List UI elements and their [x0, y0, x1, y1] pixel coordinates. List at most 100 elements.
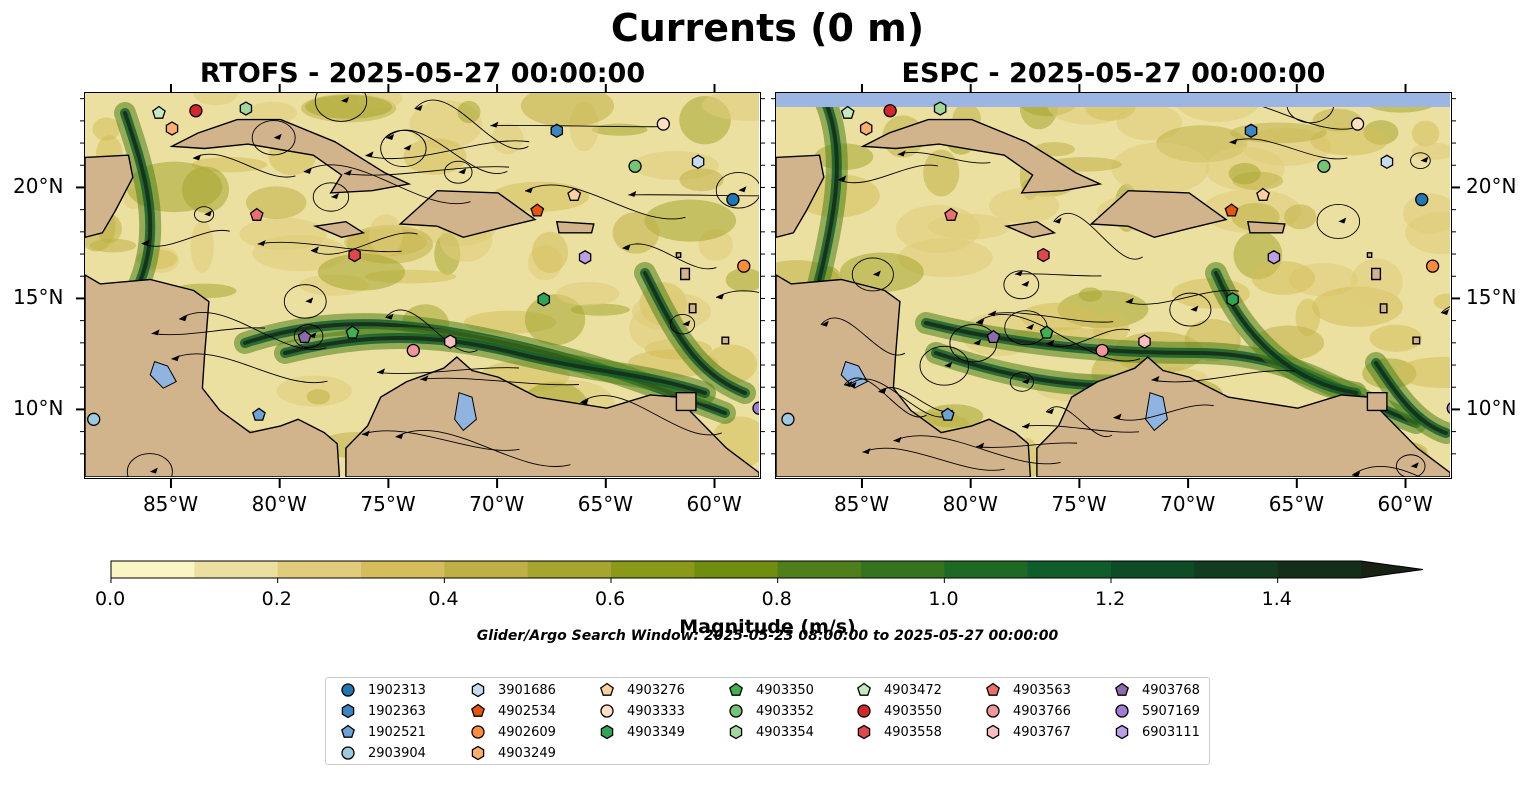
streamlines	[126, 93, 760, 478]
longitude-tick-label: 60°W	[686, 492, 742, 516]
legend-item-1902313: 1902313	[340, 681, 426, 699]
circle-marker-icon	[1115, 704, 1129, 718]
float-marker-4903333	[656, 117, 670, 131]
legend-marker-1902521	[341, 724, 355, 738]
streamlines	[820, 93, 1451, 478]
legend-marker-1902363	[341, 703, 355, 719]
longitude-tick-label: 70°W	[1160, 492, 1216, 516]
colorbar-segment	[1277, 561, 1362, 578]
hexagon-marker-icon	[857, 724, 871, 740]
pentagon-marker-icon	[600, 682, 614, 696]
espc-map-panel[interactable]	[775, 92, 1452, 479]
longitude-tick-label: 65°W	[577, 492, 634, 516]
circle-marker-icon	[341, 683, 355, 697]
espc-current-map	[776, 93, 1451, 478]
hexagon-marker-icon	[986, 724, 1000, 740]
legend-item-1902521: 1902521	[340, 723, 426, 741]
float-marker-5907169	[752, 401, 760, 415]
legend-label: 4903768	[1142, 682, 1200, 698]
float-marker-1902521	[252, 407, 266, 421]
legend-item-4902609: 4902609	[470, 723, 556, 741]
legend-item-4903550: 4903550	[856, 702, 942, 720]
legend-marker-4903354	[729, 724, 743, 740]
legend-label: 4903349	[627, 724, 685, 740]
legend-item-4903354: 4903354	[728, 723, 814, 741]
latitude-tick-label: 15°N	[13, 285, 64, 310]
legend-item-4903767: 4903767	[985, 723, 1071, 741]
float-marker-1902363	[1244, 123, 1258, 138]
legend-label: 2903904	[368, 745, 426, 761]
colorbar-segment	[611, 561, 695, 578]
legend-label: 4902534	[498, 703, 556, 719]
longitude-tick-label: 85°W	[142, 492, 199, 516]
rtofs-map-panel[interactable]	[84, 92, 761, 479]
legend-item-4902534: 4902534	[470, 702, 556, 720]
colorbar-segment	[277, 561, 362, 578]
pentagon-marker-icon	[1115, 682, 1129, 696]
legend-marker-6903111	[1115, 724, 1129, 740]
colorbar-segment	[694, 561, 779, 578]
float-marker-2903904	[87, 412, 101, 426]
legend-label: 4903354	[756, 724, 814, 740]
pentagon-marker-icon	[986, 682, 1000, 696]
float-marker-4903766	[1095, 343, 1109, 358]
float-marker-4903350	[345, 325, 360, 339]
float-marker-4903767	[444, 334, 457, 349]
circle-marker-icon	[341, 746, 355, 760]
colorbar-tick-label: 0.8	[761, 588, 792, 610]
longitude-tick-label: 75°W	[360, 492, 416, 516]
float-marker-4902534	[530, 203, 545, 217]
legend-label: 1902363	[368, 703, 426, 719]
float-marker-4903768	[297, 329, 312, 344]
legend-item-4903472: 4903472	[856, 681, 942, 699]
pentagon-marker-icon	[341, 724, 355, 738]
legend-marker-4903550	[857, 704, 871, 718]
legend-item-4903249: 4903249	[470, 744, 556, 762]
legend-item-5907169: 5907169	[1114, 702, 1200, 720]
float-markers	[87, 101, 760, 426]
colorbar-label: Magnitude (m/s)	[679, 616, 856, 638]
float-marker-4903354	[933, 101, 947, 116]
colorbar-segment	[1027, 561, 1112, 578]
legend-label: 4902609	[498, 724, 556, 740]
legend-marker-2903904	[341, 746, 355, 760]
float-marker-4903352	[628, 159, 642, 173]
pentagon-marker-icon	[729, 682, 743, 696]
legend-marker-4903558	[857, 724, 871, 740]
colorbar-tick-label: 0.4	[428, 588, 459, 610]
float-marker-1902313	[1415, 192, 1429, 207]
longitude-tick-label: 65°W	[1268, 492, 1325, 516]
legend-label: 4903766	[1013, 703, 1071, 719]
legend-marker-4903768	[1115, 682, 1129, 696]
longitude-tick-label: 70°W	[469, 492, 525, 516]
pentagon-marker-icon	[857, 682, 871, 696]
float-marker-4903550	[189, 104, 203, 118]
float-marker-4903550	[883, 104, 897, 118]
float-marker-4903349	[537, 292, 551, 307]
latitude-tick-label: 15°N	[1466, 285, 1517, 310]
legend-label: 4903558	[884, 724, 942, 740]
no-data-band	[776, 93, 1450, 107]
colorbar-segment	[1194, 561, 1279, 578]
float-marker-1902313	[726, 192, 740, 207]
float-marker-4902609	[1425, 259, 1440, 273]
legend-marker-4903563	[986, 682, 1000, 696]
colorbar-tick-label: 1.0	[928, 588, 959, 610]
legend-item-4903768: 4903768	[1114, 681, 1200, 699]
legend-marker-5907169	[1115, 704, 1129, 718]
rtofs-current-map	[85, 93, 760, 478]
float-marker-4903766	[406, 343, 420, 358]
legend-label: 1902313	[368, 682, 426, 698]
float-marker-4903563	[944, 207, 958, 221]
figure-title: Currents (0 m)	[610, 6, 925, 50]
legend-marker-4902534	[471, 703, 485, 717]
legend-marker-4903352	[729, 704, 743, 718]
latitude-tick-label: 20°N	[1466, 174, 1517, 199]
legend-label: 4903563	[1013, 682, 1071, 698]
float-marker-4903349	[1226, 292, 1239, 307]
hexagon-marker-icon	[341, 703, 355, 719]
magnitude-colorbar	[110, 560, 1424, 583]
legend-label: 3901686	[498, 682, 556, 698]
hexagon-marker-icon	[600, 724, 614, 740]
colorbar-extend-arrow	[1361, 561, 1423, 578]
